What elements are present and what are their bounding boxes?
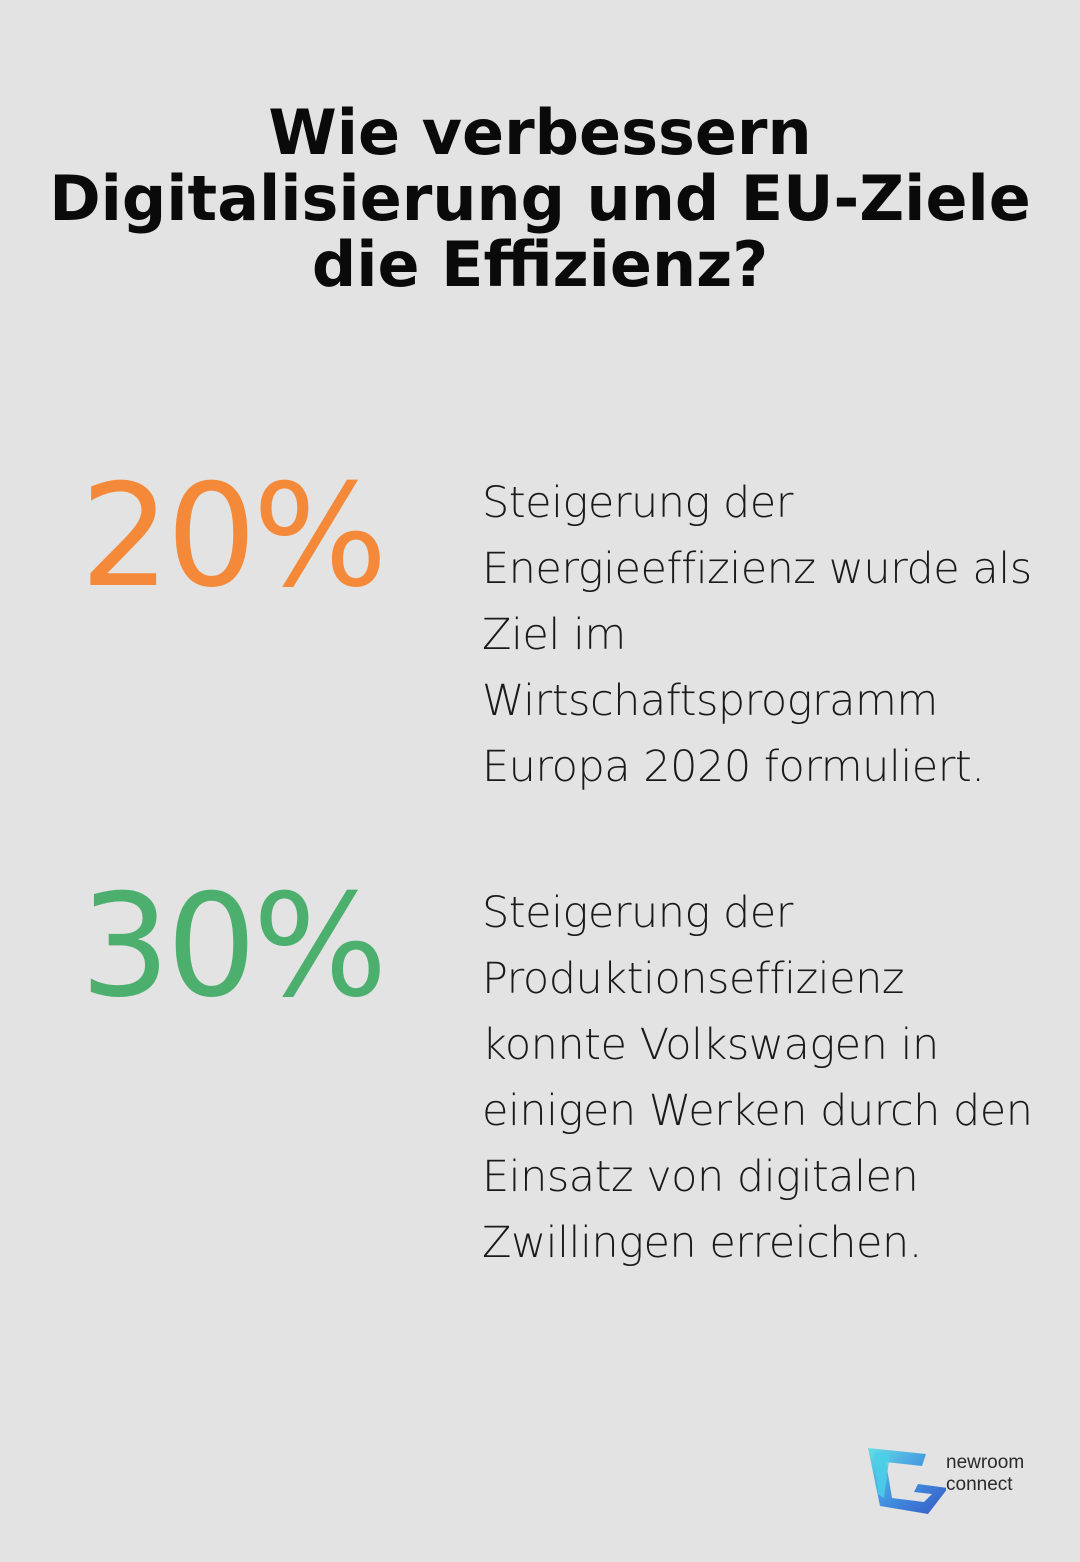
logo-wordmark: newroom connect xyxy=(946,1452,1024,1496)
logo-line-1: newroom xyxy=(946,1452,1025,1473)
stat-value: 30% xyxy=(80,864,388,1029)
newroom-connect-logo-icon xyxy=(868,1448,946,1514)
stat-description: Steigerung der Energieeffizienz wurde al… xyxy=(482,478,1032,792)
brand-logo: newroom connect xyxy=(866,1444,1046,1520)
page-title: Wie verbessern Digitalisierung und EU-Zi… xyxy=(49,96,1031,301)
stat-value: 20% xyxy=(80,454,388,619)
stat-description: Steigerung der Produktionseffizienz konn… xyxy=(482,888,1033,1268)
logo-line-2: connect xyxy=(946,1474,1013,1495)
